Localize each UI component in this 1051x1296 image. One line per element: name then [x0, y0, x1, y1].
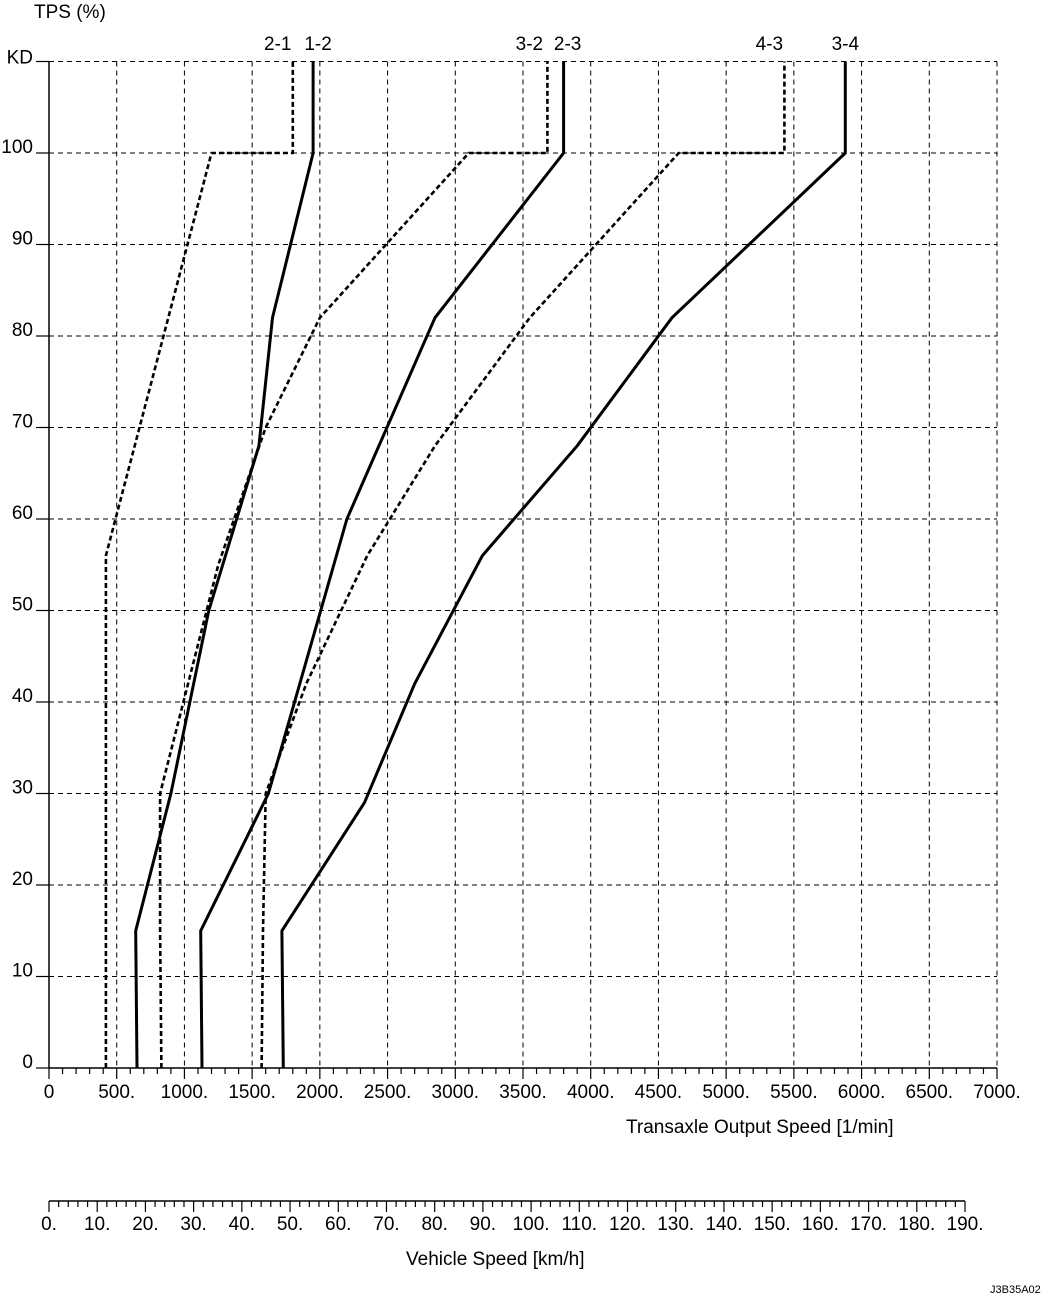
vehicle-speed-tick-label: 10.	[84, 1214, 110, 1235]
x-tick-label: 6000.	[838, 1082, 886, 1103]
vehicle-speed-tick-label: 80.	[421, 1214, 447, 1235]
vehicle-speed-tick-label: 180.	[898, 1214, 935, 1235]
series-label-3-4: 3-4	[832, 34, 860, 55]
series-label-1-2: 1-2	[304, 34, 331, 55]
vehicle-speed-tick-label: 70.	[373, 1214, 399, 1235]
vehicle-speed-tick-label: 20.	[132, 1214, 158, 1235]
x-tick-label: 3000.	[432, 1082, 480, 1103]
x-tick-label: 7000.	[973, 1082, 1021, 1103]
x-tick-label: 1000.	[161, 1082, 209, 1103]
vehicle-speed-tick-label: 30.	[180, 1214, 206, 1235]
series-line-1-2	[134, 61, 315, 1069]
y-axis-title: TPS (%)	[34, 2, 106, 23]
vehicle-speed-tick-label: 150.	[754, 1214, 791, 1235]
x-tick-label: 5000.	[702, 1082, 750, 1103]
y-tick-label: 30	[12, 778, 33, 799]
vehicle-speed-axis-title: Vehicle Speed [km/h]	[406, 1249, 585, 1270]
series-lines	[104, 61, 847, 1069]
series-label-2-1: 2-1	[264, 34, 291, 55]
series-line-3-2	[158, 61, 549, 1069]
x-tick-label: 5500.	[770, 1082, 818, 1103]
x-tick-label: 4500.	[635, 1082, 683, 1103]
axes	[36, 60, 998, 1212]
series-line-2-1	[104, 61, 295, 1068]
series-label-3-2: 3-2	[516, 34, 543, 55]
series-line-3-4	[280, 61, 847, 1069]
x-tick-label: 500.	[98, 1082, 135, 1103]
x-tick-label: 2500.	[364, 1082, 412, 1103]
vehicle-speed-tick-label: 50.	[277, 1214, 303, 1235]
y-tick-label: 50	[12, 595, 33, 616]
y-kd-label: KD	[7, 48, 33, 69]
vehicle-speed-tick-label: 160.	[802, 1214, 839, 1235]
x-tick-label: 6500.	[906, 1082, 954, 1103]
vehicle-speed-tick-label: 130.	[657, 1214, 694, 1235]
x-tick-label: 3500.	[499, 1082, 547, 1103]
vehicle-speed-tick-label: 100.	[513, 1214, 550, 1235]
y-tick-label: 40	[12, 686, 33, 707]
vehicle-speed-tick-label: 190.	[947, 1214, 984, 1235]
series-label-4-3: 4-3	[756, 34, 783, 55]
vehicle-speed-tick-label: 140.	[705, 1214, 742, 1235]
y-tick-label: 90	[12, 229, 33, 250]
y-tick-label: 10	[12, 961, 33, 982]
vehicle-speed-tick-label: 110.	[562, 1214, 598, 1235]
figure-code: J3B35A02	[990, 1284, 1041, 1296]
y-tick-label: 20	[12, 869, 33, 890]
y-tick-label: 0	[22, 1052, 33, 1073]
y-tick-label: 70	[12, 412, 33, 433]
series-line-4-3	[260, 61, 786, 1069]
vehicle-speed-tick-label: 40.	[229, 1214, 255, 1235]
series-line-2-3	[199, 61, 566, 1069]
x-axis-title: Transaxle Output Speed [1/min]	[626, 1117, 894, 1138]
x-tick-label: 2000.	[296, 1082, 344, 1103]
x-tick-label: 1500.	[228, 1082, 276, 1103]
y-tick-label: 80	[12, 320, 33, 341]
vehicle-speed-tick-label: 90.	[470, 1214, 496, 1235]
x-tick-label: 0	[44, 1082, 55, 1103]
vehicle-speed-tick-label: 60.	[325, 1214, 351, 1235]
y-tick-label: 100	[1, 137, 33, 158]
grid	[49, 61, 998, 1068]
vehicle-speed-tick-label: 170.	[850, 1214, 887, 1235]
series-label-2-3: 2-3	[554, 34, 581, 55]
y-tick-label: 60	[12, 503, 33, 524]
vehicle-speed-tick-label: 0.	[41, 1214, 57, 1235]
vehicle-speed-tick-label: 120.	[609, 1214, 646, 1235]
x-tick-label: 4000.	[567, 1082, 615, 1103]
